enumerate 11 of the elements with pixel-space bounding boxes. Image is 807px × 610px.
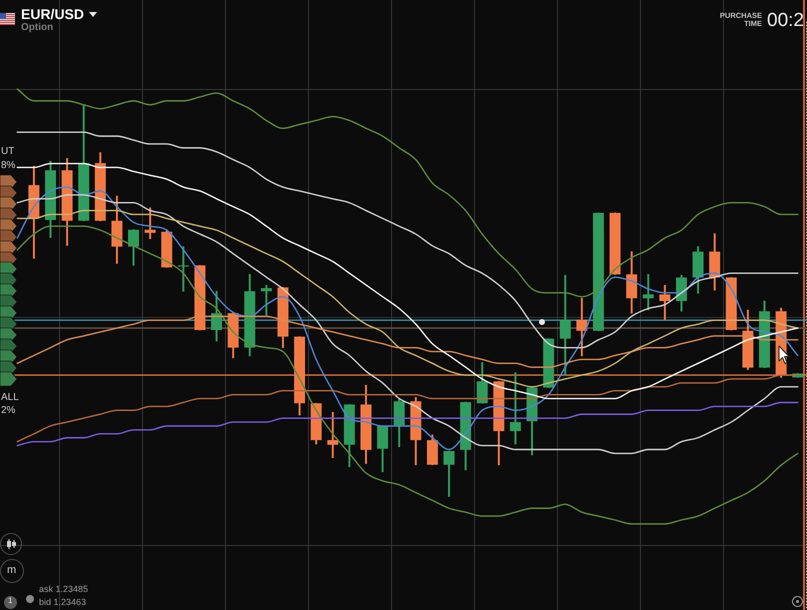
text: UT [1, 146, 14, 157]
annotation: ALL [1, 392, 19, 403]
chart-title: EUR/USD [21, 5, 84, 22]
annotation: 2% [1, 405, 16, 416]
text: ask 1.23485 [39, 584, 88, 595]
text: m [7, 564, 16, 576]
text: bid 1.23463 [39, 597, 86, 608]
chart-subtitle: Option [21, 22, 54, 34]
text: 1 [8, 596, 12, 606]
annotation: 8% [1, 160, 16, 171]
text: 00:2 [767, 10, 804, 32]
